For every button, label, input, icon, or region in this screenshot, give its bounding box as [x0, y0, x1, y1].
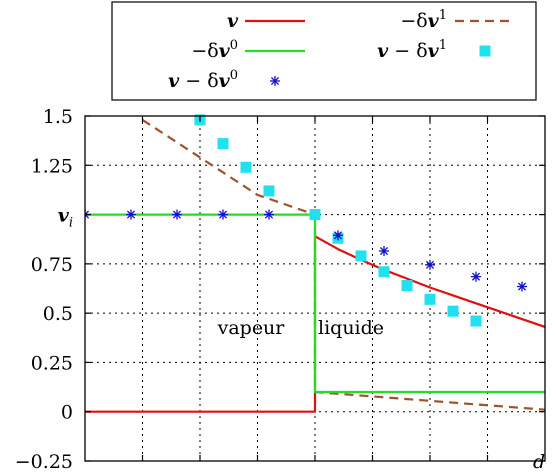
series-line [141, 118, 545, 411]
y-tick-label: 0.5 [43, 303, 73, 325]
legend-marker [270, 76, 280, 86]
y-tick-label: 1.25 [31, 155, 73, 177]
annotation-label: vapeur [217, 317, 286, 339]
y-tick-label: 0.25 [31, 352, 73, 374]
marker-asterisk [333, 230, 343, 241]
annotations: vapeur liquide [217, 317, 384, 339]
marker-asterisk [471, 271, 481, 282]
legend-marker [479, 45, 491, 57]
marker-square [470, 315, 482, 327]
y-tick-label: 1.5 [43, 106, 73, 128]
marker-asterisk [264, 209, 274, 220]
y-tick-label: 0.75 [31, 254, 73, 276]
series-line [85, 213, 545, 394]
marker-square [378, 266, 390, 278]
marker-asterisk [126, 209, 136, 220]
marker-square [447, 305, 459, 317]
legend-label: v − δv1 [377, 38, 447, 62]
legend-label: v − δv0 [168, 68, 238, 92]
x-axis-label: d [533, 451, 545, 473]
y-tick-label: −0.25 [15, 451, 73, 473]
marker-asterisk [218, 209, 228, 220]
marker-asterisk [379, 246, 389, 257]
series-layer [85, 114, 545, 413]
series-line [314, 235, 545, 328]
marker-asterisk [425, 259, 435, 270]
y-tick-label: vi [58, 205, 73, 231]
marker-square [355, 250, 367, 262]
marker-square [240, 161, 252, 173]
marker-square [424, 293, 436, 305]
legend-box [111, 1, 537, 101]
legend-label: −δv1 [400, 8, 447, 32]
marker-square [217, 138, 229, 150]
y-tick-label: 0 [61, 402, 73, 424]
marker-square [263, 185, 275, 197]
marker-square [309, 209, 321, 221]
marker-asterisk [517, 281, 527, 292]
marker-asterisk [172, 209, 182, 220]
ticks: −0.25 0 0.25 0.5 0.75 vi 1.25 1.5 [15, 106, 545, 473]
legend-label: v [227, 10, 239, 32]
legend: v −δv1 −δv0 v − δv1 v − δv0 [111, 1, 537, 101]
marker-square [401, 280, 413, 292]
annotation-label: liquide [318, 317, 384, 339]
legend-label: −δv0 [191, 38, 238, 62]
